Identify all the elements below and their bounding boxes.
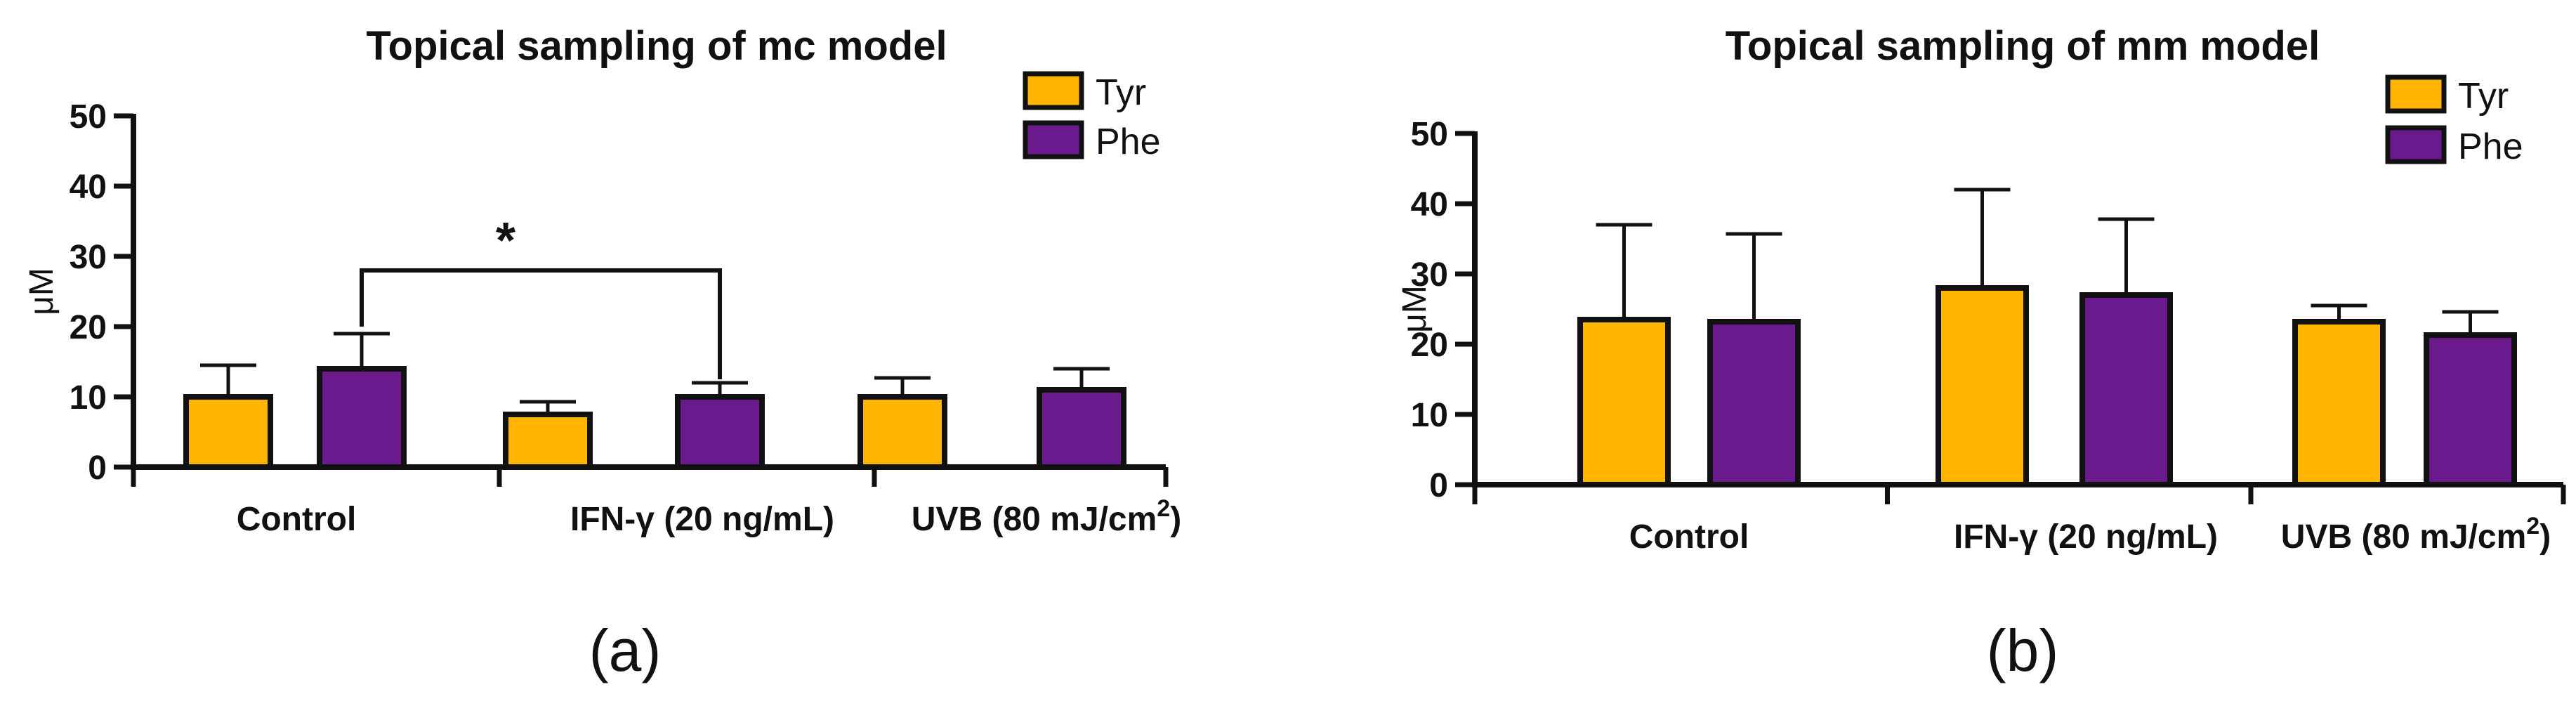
y-tick-label: 50 <box>70 98 107 136</box>
legend-swatch-phe <box>1023 120 1084 159</box>
y-tick-label: 40 <box>1411 186 1448 223</box>
category-main: IFN-γ (20 ng/mL) <box>570 501 834 538</box>
category-tail: ) <box>1170 501 1181 538</box>
y-tick-label: 20 <box>70 309 107 346</box>
bar-tyr <box>2292 319 2386 487</box>
x-category-label: IFN-γ (20 ng/mL) <box>570 501 834 538</box>
category-main: UVB (80 mJ/cm <box>2281 518 2526 556</box>
category-tail: ) <box>2539 518 2551 556</box>
y-tick-label: 10 <box>70 379 107 417</box>
y-tick-label: 30 <box>1411 256 1448 294</box>
x-category-label: IFN-γ (20 ng/mL) <box>1954 518 2218 556</box>
y-axis-label: μM <box>23 268 60 315</box>
category-superscript: 2 <box>1157 495 1170 522</box>
legend-swatch-tyr <box>1023 71 1084 110</box>
y-tick-label: 20 <box>1411 327 1448 364</box>
bar-tyr <box>857 394 947 470</box>
x-category-label: Control <box>1629 518 1749 556</box>
y-tick-label: 10 <box>1411 397 1448 434</box>
y-tick-label: 0 <box>1429 467 1448 504</box>
y-tick-label: 50 <box>1411 116 1448 153</box>
legend-swatch-tyr <box>2385 74 2447 114</box>
legend-label-tyr: Tyr <box>1096 72 1146 113</box>
bar-phe <box>317 366 407 470</box>
y-tick-label: 40 <box>70 169 107 206</box>
legend-label-phe: Phe <box>2458 126 2523 167</box>
bar-tyr <box>503 412 593 470</box>
category-main: UVB (80 mJ/cm <box>912 501 1157 538</box>
chart-a: Topical sampling of mc model 0 10 20 30 40 50 μ… <box>23 23 1181 683</box>
category-main: Control <box>237 501 357 538</box>
bar-tyr <box>183 394 273 470</box>
bar-phe <box>2079 292 2173 487</box>
chart-title: Topical sampling of mm model <box>1726 23 2320 69</box>
legend-swatch-phe <box>2385 125 2447 164</box>
x-category-label: UVB (80 mJ/cm2) <box>2281 513 2551 556</box>
significance-bracket <box>360 268 722 379</box>
bar-phe <box>675 394 765 470</box>
bar-tyr <box>1936 285 2029 487</box>
legend-label-phe: Phe <box>1096 122 1161 162</box>
chart-b: Topical sampling of mm model 0 10 20 30 40 50 μ… <box>1396 23 2566 683</box>
bar-tyr <box>1577 317 1671 487</box>
panel-label: (a) <box>589 617 662 683</box>
y-axis-label: μM <box>1396 285 1433 333</box>
category-superscript: 2 <box>2526 513 2539 539</box>
legend-label-tyr: Tyr <box>2458 76 2509 117</box>
y-tick-label: 30 <box>70 239 107 276</box>
bar-phe <box>2424 332 2517 487</box>
panel-label: (b) <box>1987 617 2059 683</box>
chart-title: Topical sampling of mc model <box>366 23 947 69</box>
x-category-label: Control <box>237 501 357 538</box>
significance-marker: * <box>496 213 515 269</box>
category-main: IFN-γ (20 ng/mL) <box>1954 518 2218 556</box>
category-main: Control <box>1629 518 1749 556</box>
bar-phe <box>1707 319 1801 487</box>
y-tick-label: 0 <box>88 450 107 487</box>
x-category-label: UVB (80 mJ/cm2) <box>912 495 1181 538</box>
bar-phe <box>1037 387 1126 470</box>
